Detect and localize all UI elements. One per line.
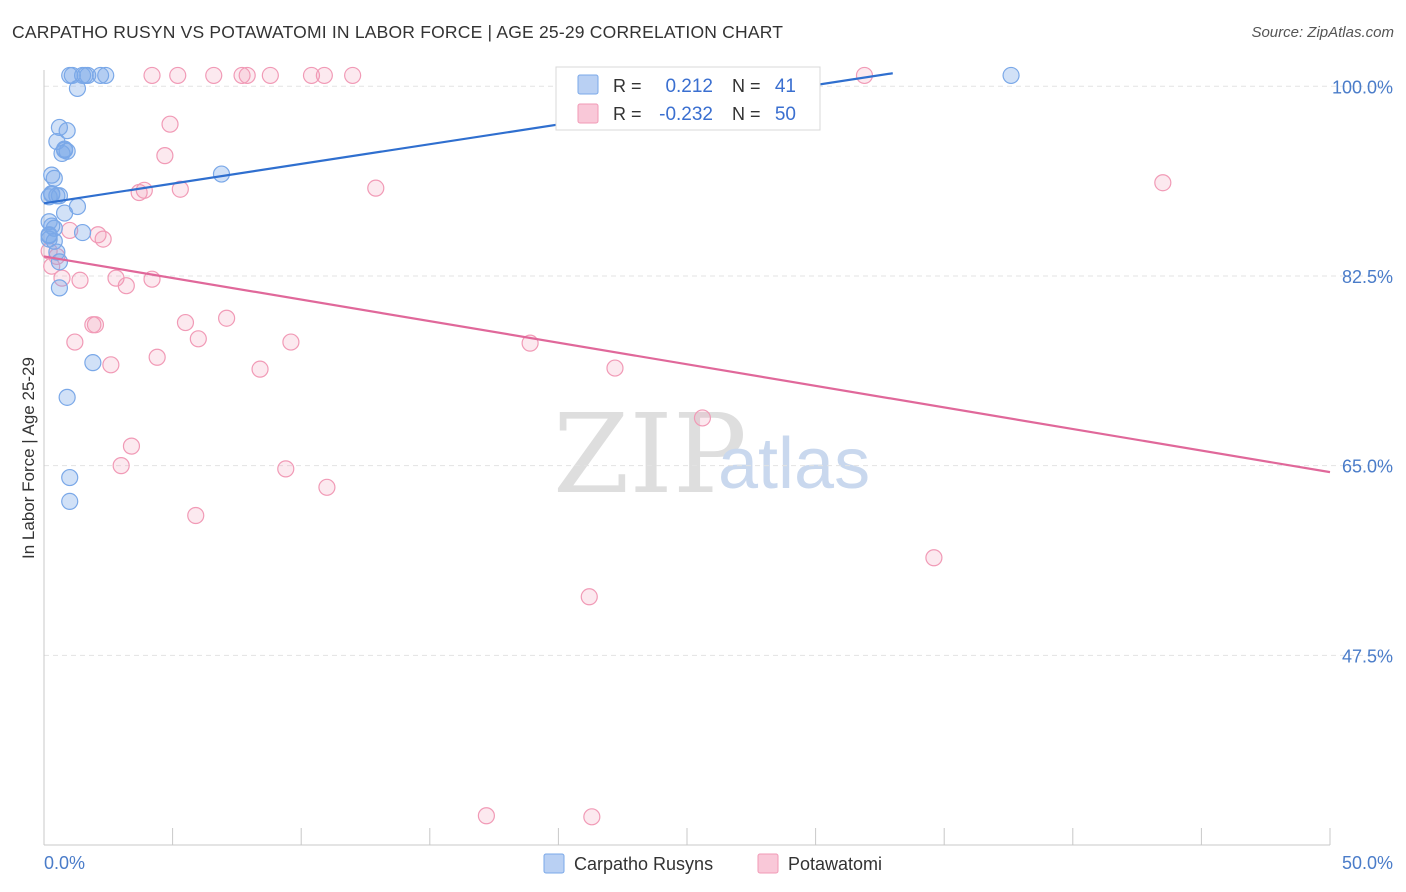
legend-n-label-2: N = [732, 104, 761, 124]
potawatomi-point [477, 807, 495, 825]
series-legend-swatch-carpatho [543, 853, 565, 874]
carpatho-rusyns-point [61, 492, 79, 510]
potawatomi-point [187, 506, 205, 525]
carpatho-rusyns-point [50, 279, 69, 297]
potawatomi-point [148, 348, 166, 366]
potawatomi-point [156, 147, 174, 165]
potawatomi-point [367, 179, 385, 197]
carpatho-rusyns-point [68, 79, 87, 98]
potawatomi-point [233, 66, 251, 85]
potawatomi-point [171, 180, 189, 198]
potawatomi-point [925, 549, 943, 567]
carpatho-rusyns-point [91, 66, 110, 85]
carpatho-rusyns-point [45, 169, 63, 187]
correlation-legend: R = 0.212 N = 41 R = -0.232 N = 50 [555, 66, 821, 131]
potawatomi-point [583, 808, 601, 826]
potawatomi-point [135, 181, 153, 199]
carpatho-rusyns-point [1002, 66, 1020, 85]
potawatomi-point [318, 478, 336, 496]
carpatho-rusyns-point [55, 204, 74, 222]
legend-n-value-1: 41 [775, 76, 796, 97]
chart-source: Source: ZipAtlas.com [1251, 24, 1394, 41]
carpatho-rusyns-point [84, 354, 102, 372]
chart-title: CARPATHO RUSYN VS POTAWATOMI IN LABOR FO… [12, 22, 784, 42]
carpatho-rusyns-point [79, 66, 97, 85]
y-tick-label: 82.5% [1342, 267, 1393, 287]
potawatomi-point [161, 115, 179, 133]
legend-box [555, 66, 821, 131]
legend-swatch-blue [577, 74, 599, 95]
carpatho-rusyns-point [43, 166, 61, 184]
legend-r-label-2: R = [613, 104, 642, 124]
carpatho-rusyns-point [61, 468, 79, 487]
potawatomi-point [606, 359, 624, 377]
watermark-zip: ZIP [553, 390, 747, 518]
potawatomi-point [1154, 174, 1172, 192]
potawatomi-points [40, 66, 1172, 826]
potawatomi-point [94, 230, 112, 248]
carpatho-rusyns-point [58, 388, 76, 406]
carpatho-rusyns-point [212, 165, 231, 183]
series-legend-swatch-potawatomi [757, 853, 779, 874]
carpatho-rusyns-point [53, 144, 71, 163]
potawatomi-point [315, 66, 333, 85]
watermark-atlas: atlas [718, 424, 870, 504]
potawatomi-point [112, 457, 130, 475]
carpatho-rusyns-point [48, 243, 66, 261]
potawatomi-point [282, 333, 300, 351]
legend-n-value-2: 50 [775, 104, 796, 125]
potawatomi-point [693, 409, 712, 427]
potawatomi-point [251, 360, 269, 378]
legend-n-label-1: N = [732, 76, 761, 96]
potawatomi-point [86, 316, 105, 334]
carpatho-rusyns-point [97, 66, 115, 85]
potawatomi-point [277, 460, 295, 478]
carpatho-rusyns-point [40, 227, 58, 245]
series-legend-label-carpatho: Carpatho Rusyns [574, 854, 713, 874]
y-tick-label: 47.5% [1342, 646, 1393, 666]
potawatomi-point [205, 66, 223, 85]
carpatho-rusyns-point [50, 253, 69, 271]
potawatomi-point [855, 66, 874, 85]
y-tick-label: 65.0% [1342, 457, 1393, 477]
potawatomi-point [176, 313, 195, 332]
legend-r-value-2: -0.232 [659, 104, 713, 125]
y-tick-labels: 100.0% 82.5% 65.0% 47.5% [1332, 77, 1393, 666]
potawatomi-point [117, 277, 135, 295]
y-axis-label: In Labor Force | Age 25-29 [19, 357, 38, 559]
legend-r-value-1: 0.212 [665, 76, 713, 97]
potawatomi-point [71, 271, 89, 289]
potawatomi-point [102, 356, 120, 374]
potawatomi-trend-line [43, 255, 1331, 474]
potawatomi-point [580, 588, 598, 606]
x-tick-label-max: 50.0% [1342, 853, 1393, 873]
potawatomi-point [143, 66, 161, 85]
potawatomi-point [218, 309, 236, 327]
potawatomi-point [53, 269, 71, 287]
carpatho-rusyns-points [40, 66, 1020, 510]
carpatho-rusyns-point [73, 223, 92, 242]
carpatho-rusyns-point [58, 122, 76, 140]
x-tick-marks [43, 828, 1331, 845]
carpatho-rusyns-point [55, 141, 74, 159]
potawatomi-point [169, 66, 187, 85]
potawatomi-point [122, 437, 141, 455]
series-legend-label-potawatomi: Potawatomi [788, 854, 882, 874]
potawatomi-point [302, 66, 321, 85]
potawatomi-point [189, 330, 207, 348]
potawatomi-point [238, 66, 256, 85]
y-tick-label: 100.0% [1332, 77, 1393, 97]
potawatomi-point [261, 66, 279, 85]
legend-swatch-pink [577, 103, 599, 124]
potawatomi-point [344, 66, 362, 85]
potawatomi-point [66, 333, 84, 351]
x-tick-label-min: 0.0% [44, 853, 85, 873]
series-legend: Carpatho Rusyns Potawatomi [543, 853, 882, 874]
legend-r-label-1: R = [613, 76, 642, 96]
